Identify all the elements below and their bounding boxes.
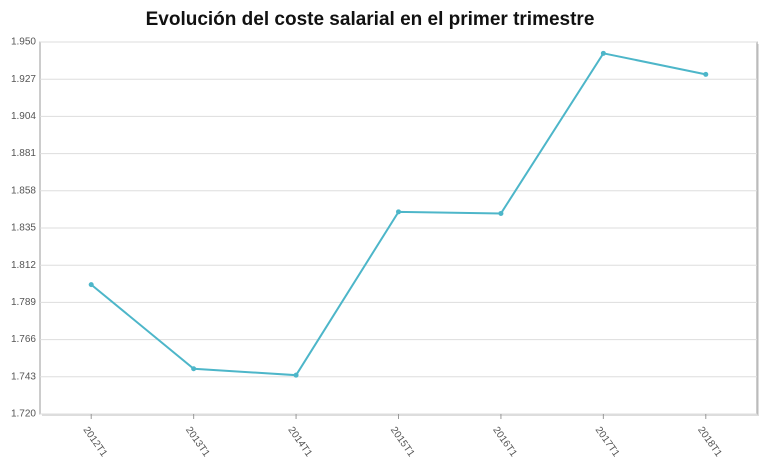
point (293, 372, 299, 378)
y-tick-label: 1.881 (11, 148, 36, 159)
point (703, 71, 709, 77)
y-tick-label: 1.927 (11, 74, 36, 85)
x-tick-label: 2013T1 (183, 425, 212, 459)
y-tick-label: 1.743 (11, 371, 36, 382)
x-tick-label: 2017T1 (593, 425, 622, 459)
point (600, 50, 606, 56)
y-tick-label: 1.789 (11, 297, 36, 308)
chart-title: Evolución del coste salarial en el prime… (146, 9, 595, 30)
y-tick-label: 1.904 (11, 111, 36, 122)
point (396, 209, 401, 215)
y-tick-label: 1.858 (11, 185, 36, 196)
y-tick-label: 1.835 (11, 223, 36, 234)
point (88, 282, 94, 288)
x-tick-label: 2015T1 (388, 425, 417, 459)
y-tick-label: 1.720 (11, 409, 36, 420)
x-tick-label: 2012T1 (81, 425, 110, 459)
x-tick-label: 2014T1 (285, 425, 314, 459)
x-tick-label: 2016T1 (490, 425, 519, 459)
point (498, 210, 504, 216)
y-tick-label: 1.950 (11, 37, 36, 48)
x-tick-label: 2018T1 (695, 425, 724, 459)
point (191, 366, 197, 372)
y-tick-label: 1.766 (11, 334, 36, 345)
y-tick-label: 1.812 (11, 260, 36, 271)
